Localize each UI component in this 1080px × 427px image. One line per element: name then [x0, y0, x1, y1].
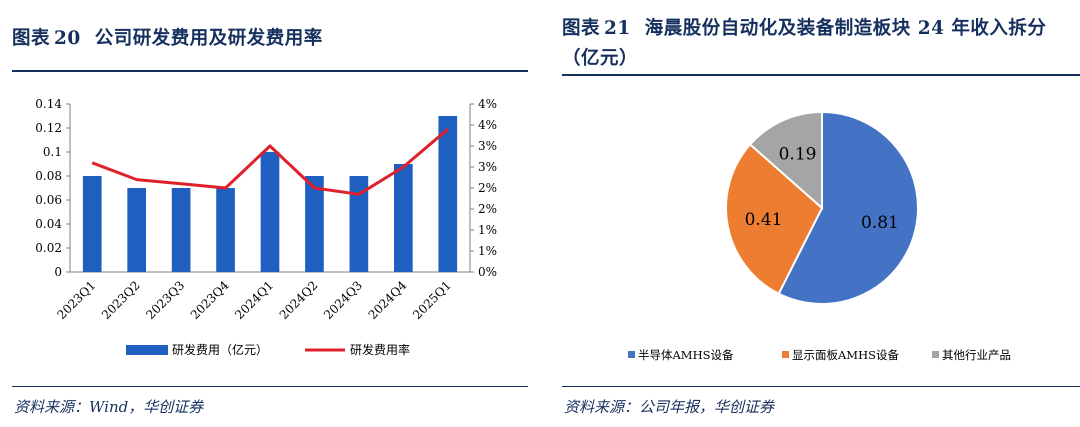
right-y-tick-label: 0%	[478, 265, 497, 279]
legend-label: 半导体AMHS设备	[638, 348, 734, 362]
legend-label: 显示面板AMHS设备	[792, 348, 899, 362]
right-y-tick-label: 3%	[478, 139, 497, 153]
rd-expense-bar	[216, 188, 235, 272]
right-y-tick-label: 4%	[478, 118, 497, 132]
rd-expense-bar	[305, 176, 324, 272]
right-y-tick-label: 4%	[478, 97, 497, 111]
rd-expense-ratio-line	[91, 128, 449, 196]
legend-bar-swatch	[126, 345, 168, 355]
right-y-tick-label: 3%	[478, 160, 497, 174]
rd-expense-bar	[171, 188, 191, 272]
x-tick-label: 2024Q1	[232, 278, 276, 322]
legend-label: 其他行业产品	[942, 348, 1011, 362]
legend-swatch	[782, 351, 789, 358]
rd-expense-bar	[127, 188, 146, 272]
revenue-split-pie-chart: 0.81 0.41 0.19 半导体AMHS设备 显示面板AMHS设备 其他行业产品	[628, 110, 1011, 362]
legend-swatch	[628, 351, 635, 358]
pie-slice	[777, 110, 919, 305]
right-source-note: 资料来源：公司年报，华创证券	[564, 398, 775, 416]
pie-slice-label: 0.19	[779, 145, 817, 165]
right-bottom-rule	[562, 386, 1080, 387]
pie-slice-label: 0.81	[861, 213, 899, 233]
right-y-tick-label: 2%	[478, 202, 497, 216]
right-y-tick-label: 2%	[478, 181, 497, 195]
rd-expense-bar	[349, 176, 369, 272]
right-y-tick-label: 1%	[478, 223, 497, 237]
rd-expense-chart: 0 0.02 0.04 0.06 0.08 0.1 0.12 0.14 0% 1% 1% 2% 2% 3%…	[35, 97, 497, 357]
legend-swatch	[932, 351, 939, 358]
left-title-number: 20	[54, 28, 81, 49]
x-tick-label: 2023Q3	[143, 278, 187, 322]
left-title-rule	[12, 70, 528, 72]
right-title-number: 21	[604, 18, 631, 39]
left-bottom-rule	[12, 386, 528, 387]
rd-expense-bar	[82, 176, 102, 272]
left-y-tick-label: 0.12	[35, 121, 62, 135]
left-y-tick-label: 0	[54, 265, 62, 279]
x-tick-label: 2024Q2	[277, 278, 321, 322]
x-tick-label: 2023Q4	[188, 278, 232, 322]
right-y-tick-label: 1%	[478, 244, 497, 258]
x-tick-label: 2023Q2	[99, 278, 143, 322]
pie-slice	[748, 110, 823, 211]
left-y-tick-label: 0.08	[35, 169, 62, 183]
right-chart-title: 图表 21 海晨股份自动化及装备制造板块 24 年收入拆分（亿元）	[562, 14, 1077, 74]
right-chart-panel: 图表 21 海晨股份自动化及装备制造板块 24 年收入拆分（亿元） 0.81 0.41…	[550, 0, 1080, 427]
x-tick-label: 2025Q1	[410, 278, 454, 322]
rd-expense-bar	[438, 116, 458, 272]
left-y-tick-label: 0.06	[35, 193, 62, 207]
left-source-note: 资料来源：Wind，华创证券	[14, 398, 204, 416]
rd-expense-bar	[394, 164, 413, 272]
left-title-text: 公司研发费用及研发费用率	[94, 28, 323, 49]
left-y-tick-label: 0.02	[35, 241, 62, 255]
left-chart-panel: 图表 20 公司研发费用及研发费用率 0 0.02 0.04 0.06 0.08 0.1 0.1…	[0, 0, 528, 427]
x-tick-label: 2024Q4	[366, 278, 410, 322]
x-tick-label: 2023Q1	[54, 278, 98, 322]
right-title-rule	[562, 74, 1080, 76]
left-y-tick-label: 0.04	[35, 217, 62, 231]
rd-expense-bar	[260, 152, 280, 272]
pie-slice-label: 0.41	[745, 210, 783, 230]
left-title-prefix: 图表	[12, 28, 51, 49]
left-y-tick-label: 0.1	[43, 145, 62, 159]
right-title-text: 海晨股份自动化及装备制造板块 24 年收入拆分（亿元）	[562, 18, 1047, 69]
x-tick-label: 2024Q3	[321, 278, 365, 322]
right-title-prefix: 图表	[562, 18, 601, 39]
left-chart-title: 图表 20 公司研发费用及研发费用率	[12, 24, 323, 54]
left-y-tick-label: 0.14	[35, 97, 62, 111]
legend-line-label: 研发费用率	[350, 342, 410, 357]
legend-bar-label: 研发费用（亿元）	[172, 342, 268, 357]
pie-slice	[725, 142, 824, 296]
